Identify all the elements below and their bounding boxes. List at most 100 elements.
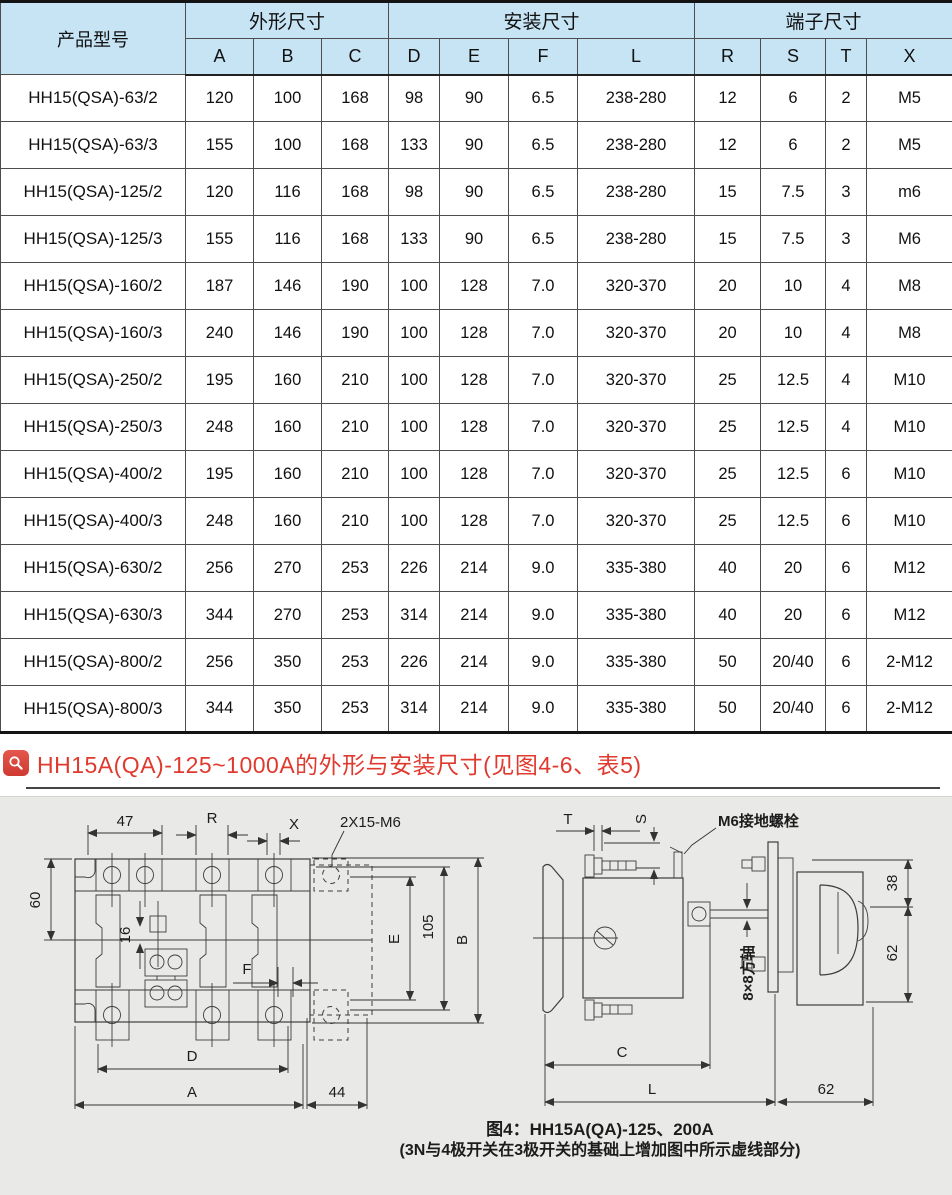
dim-X-label: X	[289, 816, 299, 833]
dim-value-cell: 12.5	[760, 450, 827, 498]
dim-value-cell: 320-370	[576, 309, 696, 357]
dim-value-cell: 4	[825, 356, 868, 404]
dim-value-cell: 238-280	[576, 168, 696, 216]
dim-value-cell: 116	[253, 168, 322, 216]
dim-value-cell: 168	[321, 121, 389, 169]
dim-value-cell: 238-280	[576, 215, 696, 263]
dim-value-cell: M8	[866, 309, 952, 357]
dim-S-label: S	[633, 814, 650, 824]
dim-value-cell: 6.5	[508, 121, 578, 169]
dim-value-cell: 128	[439, 262, 509, 310]
dim-value-cell: 335-380	[576, 544, 696, 592]
dim-value-cell: M12	[866, 591, 952, 639]
dim-value-cell: 133	[388, 121, 440, 169]
dim-value-cell: 120	[185, 168, 254, 216]
dim-value-cell: 253	[321, 638, 389, 686]
dim-value-cell: 116	[253, 215, 322, 263]
table-row: HH15(QSA)-125/3 155 116 168 133 90 6.5 238-280 1…	[0, 215, 952, 263]
dim-value-cell: 344	[185, 591, 254, 639]
dim-D-label: D	[187, 1048, 198, 1065]
dim-value-cell: 168	[321, 168, 389, 216]
dim-value-cell: 100	[388, 450, 440, 498]
dim-value-cell: 100	[388, 309, 440, 357]
dim-value-cell: 20	[760, 591, 827, 639]
dim-C-label: C	[617, 1044, 628, 1061]
dim-value-cell: 214	[439, 591, 509, 639]
dim-value-cell: 160	[253, 403, 322, 451]
dim-value-cell: 7.0	[508, 497, 578, 545]
dim-105-label: 105	[420, 914, 437, 939]
dim-value-cell: M12	[866, 544, 952, 592]
dim-T-label: T	[563, 811, 572, 828]
dim-value-cell: 120	[185, 74, 254, 122]
dim-value-cell: 253	[321, 544, 389, 592]
side-view-dimensions: T S M6接地螺栓 8×8方轴 38 62	[544, 811, 913, 1107]
dim-value-cell: 133	[388, 215, 440, 263]
table-row: HH15(QSA)-400/3 248 160 210 100 128 7.0 320-370…	[0, 497, 952, 545]
dim-value-cell: 2	[825, 121, 868, 169]
dim-value-cell: 155	[185, 215, 254, 263]
dim-value-cell: 25	[694, 497, 762, 545]
dim-value-cell: 240	[185, 309, 254, 357]
dim-value-cell: 314	[388, 685, 440, 733]
section-heading: HH15A(QA)-125~1000A的外形与安装尺寸(见图4-6、表5)	[0, 734, 952, 778]
dim-value-cell: 320-370	[576, 497, 696, 545]
dim-value-cell: 6	[760, 74, 827, 122]
dim-value-cell: 6	[825, 685, 868, 733]
dim-value-cell: 187	[185, 262, 254, 310]
dim-value-cell: M10	[866, 403, 952, 451]
group-header-mounting-dims: 安装尺寸	[387, 1, 696, 39]
model-cell: HH15(QSA)-250/3	[0, 403, 186, 451]
dim-value-cell: 7.0	[508, 356, 578, 404]
dim-value-cell: 350	[253, 638, 322, 686]
dim-value-cell: 7.0	[508, 262, 578, 310]
dim-value-cell: 100	[253, 121, 322, 169]
dim-value-cell: 20	[694, 309, 762, 357]
dim-value-cell: 238-280	[576, 121, 696, 169]
dim-value-cell: 128	[439, 356, 509, 404]
dim-value-cell: 25	[694, 356, 762, 404]
dim-value-cell: 320-370	[576, 450, 696, 498]
table-body: HH15(QSA)-63/2 120 100 168 98 90 6.5 238-280 12 6…	[0, 74, 952, 733]
dim-value-cell: 6	[760, 121, 827, 169]
dim-value-cell: 20/40	[760, 638, 827, 686]
dim-value-cell: 12.5	[760, 403, 827, 451]
table-row: HH15(QSA)-250/2 195 160 210 100 128 7.0 320-370…	[0, 356, 952, 404]
dim-R-label: R	[207, 810, 218, 827]
dim-value-cell: 320-370	[576, 356, 696, 404]
dim-value-cell: 226	[388, 638, 440, 686]
dim-value-cell: 6	[825, 591, 868, 639]
dim-value-cell: 9.0	[508, 591, 578, 639]
dim-62-right-label: 62	[884, 945, 901, 962]
dim-value-cell: 15	[694, 215, 762, 263]
dim-value-cell: 7.5	[760, 168, 827, 216]
dim-value-cell: 20	[760, 544, 827, 592]
table-row: HH15(QSA)-800/3 344 350 253 314 214 9.0 335-380…	[0, 685, 952, 733]
model-cell: HH15(QSA)-63/3	[0, 121, 186, 169]
dim-value-cell: 210	[321, 403, 389, 451]
table-row: HH15(QSA)-63/2 120 100 168 98 90 6.5 238-280 12 6…	[0, 74, 952, 122]
dim-value-cell: 9.0	[508, 685, 578, 733]
table-row: HH15(QSA)-630/3 344 270 253 314 214 9.0 335-380…	[0, 591, 952, 639]
dim-value-cell: 195	[185, 450, 254, 498]
dim-value-cell: 12	[694, 74, 762, 122]
dim-value-cell: 168	[321, 74, 389, 122]
table-row: HH15(QSA)-160/3 240 146 190 100 128 7.0 320-370…	[0, 309, 952, 357]
col-header-C: C	[321, 38, 389, 76]
dim-value-cell: 210	[321, 356, 389, 404]
dim-value-cell: 100	[388, 497, 440, 545]
dim-value-cell: m6	[866, 168, 952, 216]
dim-47-label: 47	[117, 813, 134, 830]
front-view-dimensions: 47 R X 2X15-M6 60	[27, 810, 484, 1110]
dim-value-cell: 15	[694, 168, 762, 216]
col-header-product-model: 产品型号	[0, 1, 186, 75]
dim-value-cell: 3	[825, 168, 868, 216]
dim-value-cell: 335-380	[576, 591, 696, 639]
model-cell: HH15(QSA)-63/2	[0, 74, 186, 122]
dim-value-cell: 214	[439, 544, 509, 592]
dim-value-cell: 314	[388, 591, 440, 639]
dim-value-cell: 6.5	[508, 74, 578, 122]
dim-value-cell: 9.0	[508, 544, 578, 592]
table-row: HH15(QSA)-250/3 248 160 210 100 128 7.0 320-370…	[0, 403, 952, 451]
